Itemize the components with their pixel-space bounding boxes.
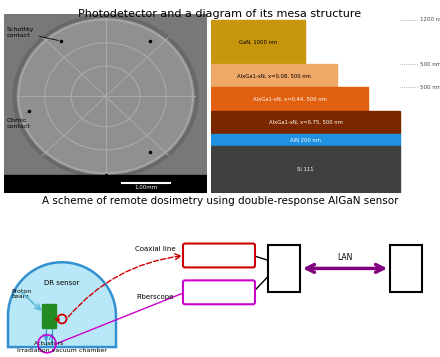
Bar xyxy=(390,245,422,292)
Text: GaN, 1000 nm: GaN, 1000 nm xyxy=(239,39,277,45)
Text: Proton
beam: Proton beam xyxy=(11,289,31,300)
Text: Coaxial line: Coaxial line xyxy=(135,246,175,252)
Text: 1200 nm: 1200 nm xyxy=(420,17,440,22)
Bar xyxy=(42,304,56,328)
Circle shape xyxy=(17,18,194,175)
Bar xyxy=(211,134,400,146)
Bar xyxy=(4,175,207,193)
Text: Fiberscope: Fiberscope xyxy=(136,294,174,300)
Bar xyxy=(211,111,400,134)
FancyBboxPatch shape xyxy=(183,243,255,267)
Bar xyxy=(211,87,368,111)
Text: Schottky
contact: Schottky contact xyxy=(7,27,59,40)
Text: LAN: LAN xyxy=(337,253,353,262)
Text: AlxGa1-xN, x=0.44, 500 nm: AlxGa1-xN, x=0.44, 500 nm xyxy=(253,96,326,102)
Bar xyxy=(211,146,400,193)
Circle shape xyxy=(12,14,199,178)
Text: AlxGa1-xN, x=0.75, 500 nm: AlxGa1-xN, x=0.75, 500 nm xyxy=(268,120,342,125)
Bar xyxy=(211,64,337,87)
Text: PC: PC xyxy=(398,263,414,273)
Text: Si 111: Si 111 xyxy=(297,167,314,172)
Text: Photodetector and a diagram of its mesa structure: Photodetector and a diagram of its mesa … xyxy=(78,9,362,19)
Text: DR sensor: DR sensor xyxy=(44,280,80,286)
Polygon shape xyxy=(8,262,116,347)
Bar xyxy=(268,245,300,292)
Text: AvaSpec-2048L: AvaSpec-2048L xyxy=(190,288,248,297)
Text: Irradiation vacuum chamber: Irradiation vacuum chamber xyxy=(17,348,107,353)
Text: 500 nm: 500 nm xyxy=(420,85,440,90)
Text: Ohmic
contact: Ohmic contact xyxy=(7,113,30,129)
Text: 1.00mm: 1.00mm xyxy=(135,185,158,190)
Text: AlxGa1-xN, x=0.08, 500 nm: AlxGa1-xN, x=0.08, 500 nm xyxy=(237,73,311,79)
Text: A scheme of remote dosimetry using double-response AlGaN sensor: A scheme of remote dosimetry using doubl… xyxy=(42,196,398,206)
Bar xyxy=(211,20,305,64)
Text: PC: PC xyxy=(276,263,292,273)
Text: 500 nm: 500 nm xyxy=(420,62,440,67)
Text: Keithley: Keithley xyxy=(202,251,236,260)
Text: Actuators: Actuators xyxy=(34,341,64,346)
Text: AlN 200 nm: AlN 200 nm xyxy=(290,137,321,143)
FancyBboxPatch shape xyxy=(183,280,255,304)
